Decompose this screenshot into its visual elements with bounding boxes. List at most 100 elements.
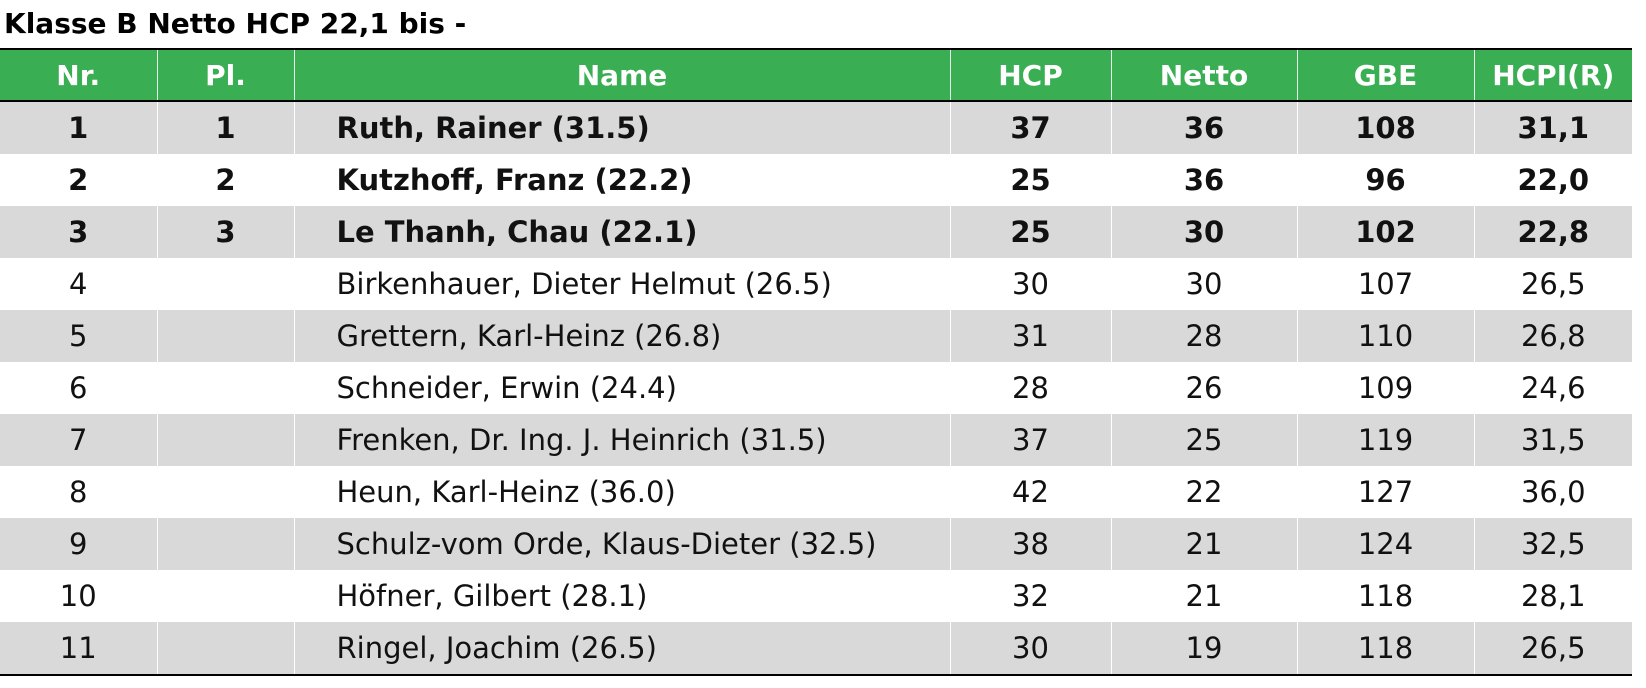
table-cell: 19 — [1110, 622, 1297, 676]
column-header: Name — [293, 48, 950, 102]
table-cell: 28,1 — [1473, 570, 1632, 622]
table-cell: 3 — [156, 206, 294, 258]
table-cell: 11 — [0, 622, 157, 676]
column-header: Nr. — [0, 48, 157, 102]
table-cell: 109 — [1296, 362, 1474, 414]
table-cell: 26,8 — [1473, 310, 1632, 362]
table-cell: 32 — [949, 570, 1111, 622]
header-row: Nr. Pl. Name HCP Netto GBE HCPI(R) — [0, 48, 1632, 102]
table-cell: 5 — [0, 310, 157, 362]
table-cell: Frenken, Dr. Ing. J. Heinrich (31.5) — [293, 414, 950, 466]
table-cell — [156, 362, 294, 414]
table-body: 1 1 Ruth, Rainer (31.5) 37 36 108 31,1 2 2 Kutzho… — [0, 101, 1632, 676]
table-cell — [156, 622, 294, 676]
table-cell: 118 — [1296, 622, 1474, 676]
table-cell: 37 — [949, 101, 1111, 154]
table-cell: 37 — [949, 414, 1111, 466]
table-cell: 118 — [1296, 570, 1474, 622]
table-row: 1 1 Ruth, Rainer (31.5) 37 36 108 31,1 — [0, 101, 1632, 154]
table-cell: 9 — [0, 518, 157, 570]
table-cell: Höfner, Gilbert (28.1) — [293, 570, 950, 622]
table-cell — [156, 570, 294, 622]
table-cell: Ringel, Joachim (26.5) — [293, 622, 950, 676]
table-row: 10 Höfner, Gilbert (28.1) 32 21 118 28,1 — [0, 570, 1632, 622]
table-cell: 96 — [1296, 154, 1474, 206]
table-cell: 28 — [949, 362, 1111, 414]
table-cell: 2 — [68, 163, 89, 197]
table-cell: 8 — [69, 475, 88, 509]
table-cell: 10 — [59, 579, 97, 613]
table-cell: 26,5 — [1473, 622, 1632, 676]
table-cell: 26,5 — [1473, 258, 1632, 310]
table-cell: 124 — [1296, 518, 1474, 570]
table-cell: 2 — [156, 154, 294, 206]
table-cell — [156, 466, 294, 518]
column-header: HCPI(R) — [1473, 48, 1632, 102]
table-row: 3 3 Le Thanh, Chau (22.1) 25 30 102 22,8 — [0, 206, 1632, 258]
table-cell: 6 — [69, 371, 88, 405]
table-row: 6 Schneider, Erwin (24.4) 28 26 109 24,6 — [0, 362, 1632, 414]
results-table: Nr. Pl. Name HCP Netto GBE HCPI(R) 1 1 Ruth, Rai… — [0, 48, 1632, 676]
table-cell: 22,8 — [1473, 206, 1632, 258]
table-cell: 1 — [156, 101, 294, 154]
table-cell: 42 — [949, 466, 1111, 518]
table-cell: Schulz-vom Orde, Klaus-Dieter (32.5) — [293, 518, 950, 570]
table-head: Nr. Pl. Name HCP Netto GBE HCPI(R) — [0, 48, 1632, 102]
table-cell: 30 — [1110, 258, 1297, 310]
table-row: 11 Ringel, Joachim (26.5) 30 19 118 26,5 — [0, 622, 1632, 676]
table-cell: 36 — [1110, 154, 1297, 206]
table-cell: Le Thanh, Chau (22.1) — [293, 206, 950, 258]
table-cell: 7 — [0, 414, 157, 466]
table-row: 9 Schulz-vom Orde, Klaus-Dieter (32.5) 38 2… — [0, 518, 1632, 570]
table-cell: 110 — [1296, 310, 1474, 362]
table-cell: 102 — [1296, 206, 1474, 258]
table-cell: 28 — [1110, 310, 1297, 362]
table-row: 4 Birkenhauer, Dieter Helmut (26.5) 30 30 10… — [0, 258, 1632, 310]
table-cell — [156, 518, 294, 570]
table-cell: 1 — [0, 101, 157, 154]
table-cell: 22,0 — [1473, 154, 1632, 206]
table-cell: 119 — [1296, 414, 1474, 466]
table-cell: 24,6 — [1473, 362, 1632, 414]
table-cell: 4 — [69, 267, 88, 301]
table-cell: 36,0 — [1473, 466, 1632, 518]
table-cell: 31,5 — [1473, 414, 1632, 466]
table-cell: 30 — [1110, 206, 1297, 258]
table-cell — [156, 258, 294, 310]
table-cell — [156, 310, 294, 362]
table-cell: 3 — [0, 206, 157, 258]
table-cell: Schneider, Erwin (24.4) — [293, 362, 950, 414]
table-cell: Kutzhoff, Franz (22.2) — [293, 154, 950, 206]
column-header: Netto — [1110, 48, 1297, 102]
table-cell: 25 — [949, 206, 1111, 258]
table-cell: Birkenhauer, Dieter Helmut (26.5) — [293, 258, 950, 310]
table-cell: Ruth, Rainer (31.5) — [293, 101, 950, 154]
table-cell: 25 — [949, 154, 1111, 206]
table-cell: 108 — [1296, 101, 1474, 154]
table-cell: 31,1 — [1473, 101, 1632, 154]
table-cell: 22 — [1110, 466, 1297, 518]
table-cell: 25 — [1110, 414, 1297, 466]
column-header: GBE — [1296, 48, 1474, 102]
table-cell: 30 — [949, 258, 1111, 310]
table-row: 8 Heun, Karl-Heinz (36.0) 42 22 127 36,0 — [0, 466, 1632, 518]
table-cell: 26 — [1110, 362, 1297, 414]
table-cell: 38 — [949, 518, 1111, 570]
column-header: Pl. — [156, 48, 294, 102]
table-cell: 32,5 — [1473, 518, 1632, 570]
table-cell: 31 — [949, 310, 1111, 362]
table-cell: 21 — [1110, 570, 1297, 622]
column-header: HCP — [949, 48, 1111, 102]
table-cell: 107 — [1296, 258, 1474, 310]
table-cell — [156, 414, 294, 466]
table-row: 7 Frenken, Dr. Ing. J. Heinrich (31.5) 37 2… — [0, 414, 1632, 466]
table-cell: Heun, Karl-Heinz (36.0) — [293, 466, 950, 518]
table-cell: 21 — [1110, 518, 1297, 570]
table-cell: 30 — [949, 622, 1111, 676]
table-cell: 127 — [1296, 466, 1474, 518]
title: Klasse B Netto HCP 22,1 bis - — [4, 7, 467, 40]
table-cell: Grettern, Karl-Heinz (26.8) — [293, 310, 950, 362]
table-cell: 36 — [1110, 101, 1297, 154]
table-row: 5 Grettern, Karl-Heinz (26.8) 31 28 110 26,8 — [0, 310, 1632, 362]
